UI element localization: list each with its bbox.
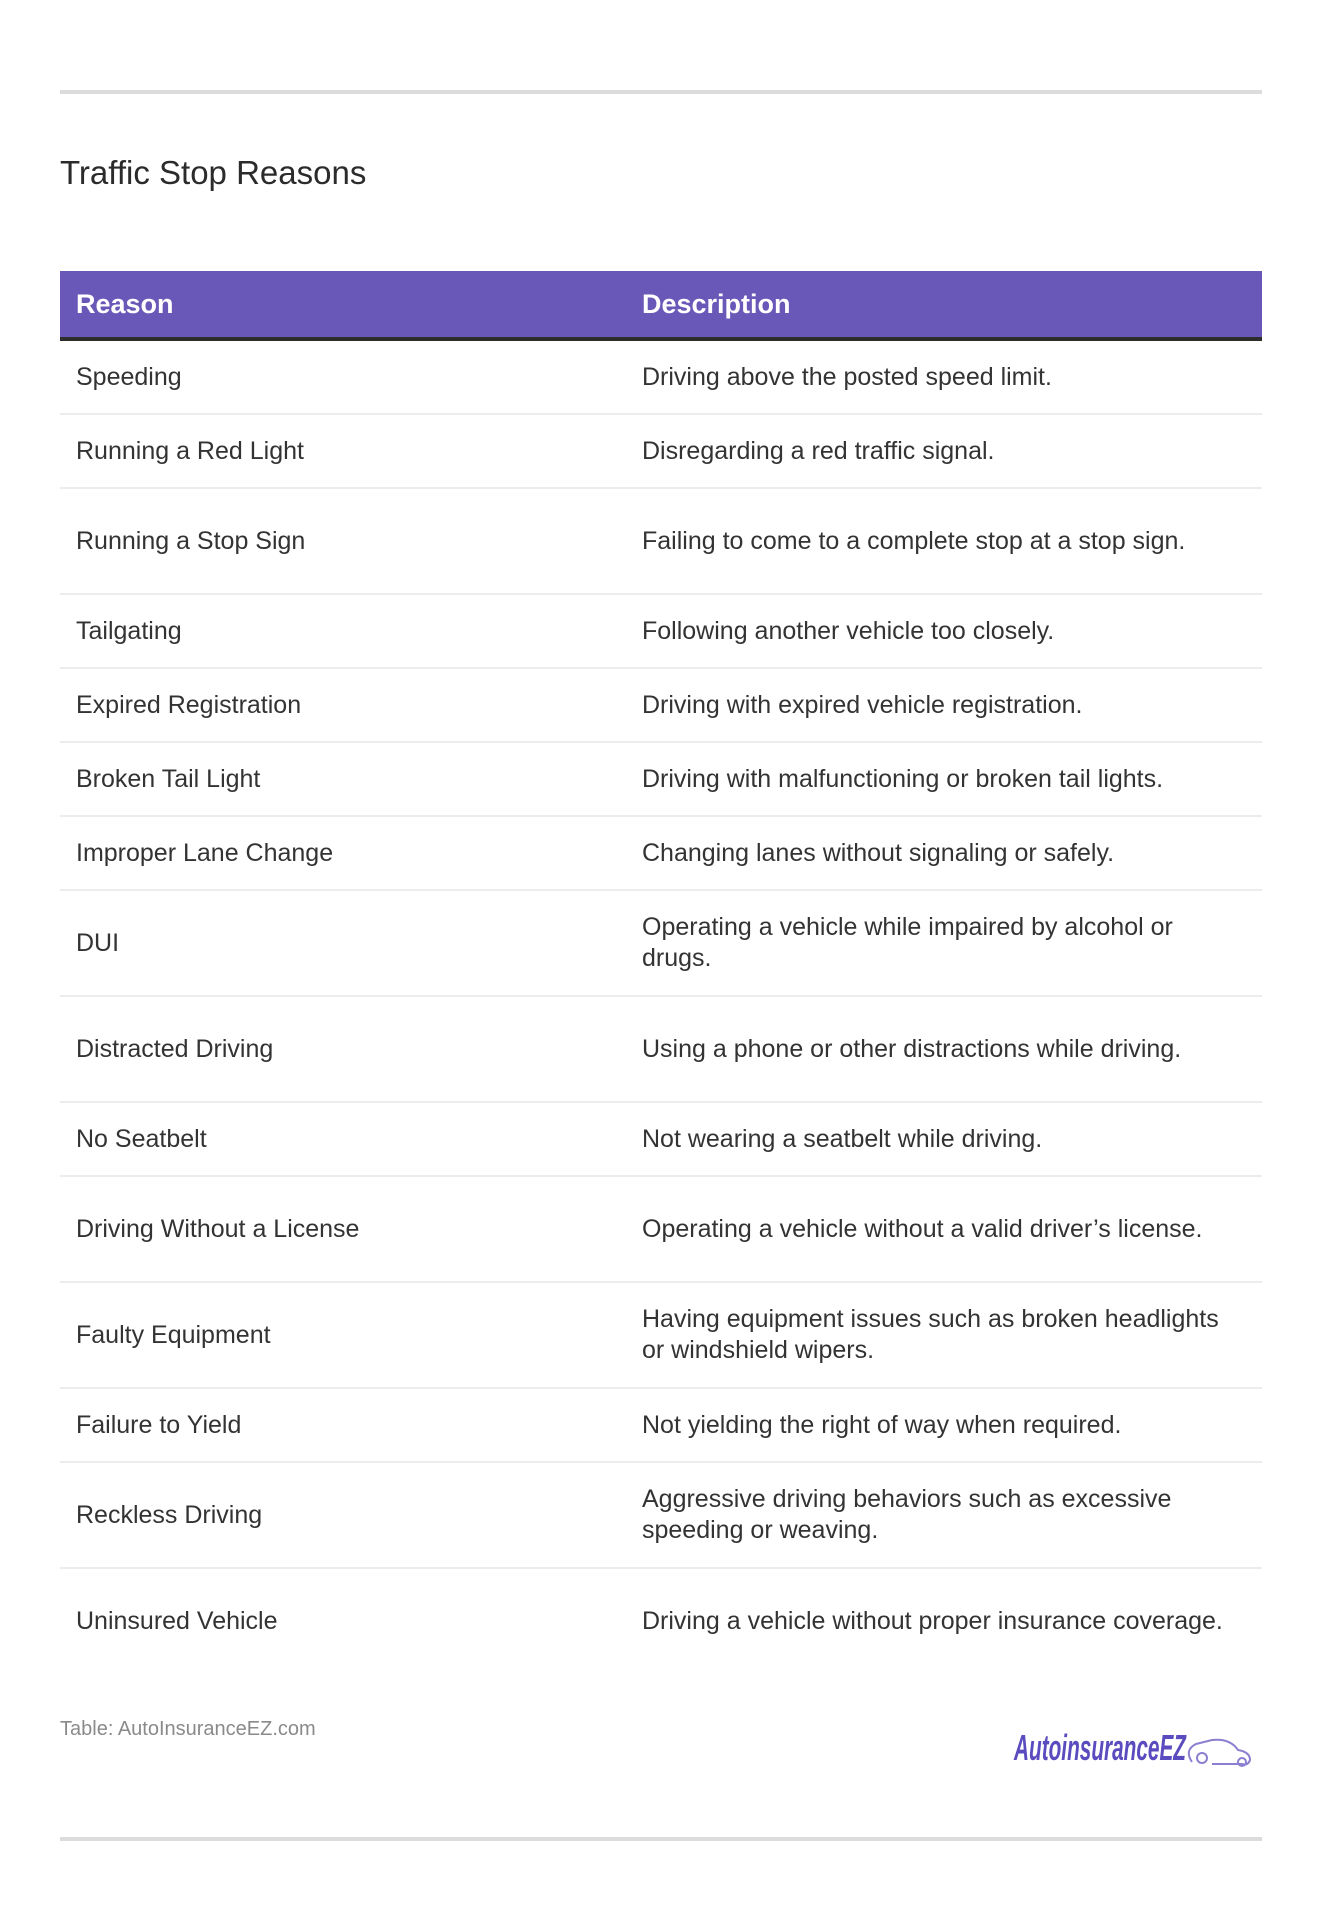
column-header-reason: Reason — [60, 271, 626, 341]
cell-description: Driving a vehicle without proper insuran… — [642, 1606, 1223, 1635]
table-row: Expired Registration Driving with expired… — [60, 668, 1262, 743]
table-row: Broken Tail Light Driving with malfunctio… — [60, 742, 1262, 817]
cell-description: Following another vehicle too closely. — [626, 594, 1262, 669]
cell-description: Driving with expired vehicle registratio… — [626, 668, 1262, 743]
column-header-description: Description — [626, 271, 1262, 341]
table-row: Uninsured Vehicle Driving a vehicle witho… — [60, 1568, 1262, 1673]
cell-reason: Faulty Equipment — [60, 1282, 626, 1389]
table-source: Table: AutoInsuranceEZ.com — [60, 1718, 316, 1740]
cell-description: Having equipment issues such as broken h… — [626, 1282, 1262, 1389]
cell-description: Driving with malfunctioning or broken ta… — [626, 742, 1262, 817]
cell-reason: No Seatbelt — [60, 1102, 626, 1177]
cell-description: Not wearing a seatbelt while driving. — [626, 1102, 1262, 1177]
table-row: Distracted Driving Using a phone or other… — [60, 996, 1262, 1103]
cell-reason: DUI — [60, 890, 626, 997]
svg-text:AutoinsuranceEZ: AutoinsuranceEZ — [1013, 1727, 1187, 1768]
table-row: Running a Red Light Disregarding a red tr… — [60, 414, 1262, 489]
table-row: Reckless Driving Aggressive driving behav… — [60, 1462, 1262, 1569]
autoinsuranceez-logo: AutoinsuranceEZ — [1013, 1727, 1252, 1768]
table-row: DUI Operating a vehicle while impaired by… — [60, 890, 1262, 997]
table-row: Driving Without a License Operating a veh… — [60, 1176, 1262, 1283]
cell-description: Driving above the posted speed limit. — [626, 339, 1262, 415]
table-row: Faulty Equipment Having equipment issues … — [60, 1282, 1262, 1389]
cell-description: Disregarding a red traffic signal. — [626, 414, 1262, 489]
top-divider — [60, 90, 1262, 94]
cell-reason: Broken Tail Light — [60, 742, 626, 817]
table-row: Speeding Driving above the posted speed l… — [60, 339, 1262, 415]
cell-reason: Expired Registration — [60, 668, 626, 743]
cell-reason: Running a Stop Sign — [60, 488, 626, 595]
cell-description: Not yielding the right of way when requi… — [626, 1388, 1262, 1463]
cell-description: Changing lanes without signaling or safe… — [626, 816, 1262, 891]
bottom-divider — [60, 1837, 1262, 1841]
cell-reason: Distracted Driving — [60, 996, 626, 1103]
table-row: No Seatbelt Not wearing a seatbelt while … — [60, 1102, 1262, 1177]
cell-reason: Tailgating — [60, 594, 626, 669]
cell-reason: Improper Lane Change — [60, 816, 626, 891]
cell-reason: Driving Without a License — [60, 1176, 626, 1283]
table-row: Improper Lane Change Changing lanes witho… — [60, 816, 1262, 891]
cell-reason: Failure to Yield — [60, 1388, 626, 1463]
cell-description: Using a phone or other distractions whil… — [626, 996, 1262, 1103]
table-row: Running a Stop Sign Failing to come to a … — [60, 488, 1262, 595]
cell-description: Operating a vehicle without a valid driv… — [626, 1176, 1262, 1283]
cell-reason: Speeding — [60, 339, 626, 415]
cell-reason: Running a Red Light — [60, 414, 626, 489]
page-title: Traffic Stop Reasons — [60, 154, 367, 191]
cell-reason: Uninsured Vehicle — [76, 1606, 278, 1635]
car-icon — [1187, 1738, 1252, 1767]
cell-description: Aggressive driving behaviors such as exc… — [626, 1462, 1262, 1569]
cell-description: Operating a vehicle while impaired by al… — [626, 890, 1262, 997]
cell-reason: Reckless Driving — [60, 1462, 626, 1569]
cell-description: Failing to come to a complete stop at a … — [626, 488, 1262, 595]
table-header-row: Reason Description — [60, 271, 1262, 341]
table-row: Failure to Yield Not yielding the right o… — [60, 1388, 1262, 1463]
traffic-stop-table: Reason Description Speeding Driving above… — [60, 271, 1262, 1673]
table-row: Tailgating Following another vehicle too … — [60, 594, 1262, 669]
